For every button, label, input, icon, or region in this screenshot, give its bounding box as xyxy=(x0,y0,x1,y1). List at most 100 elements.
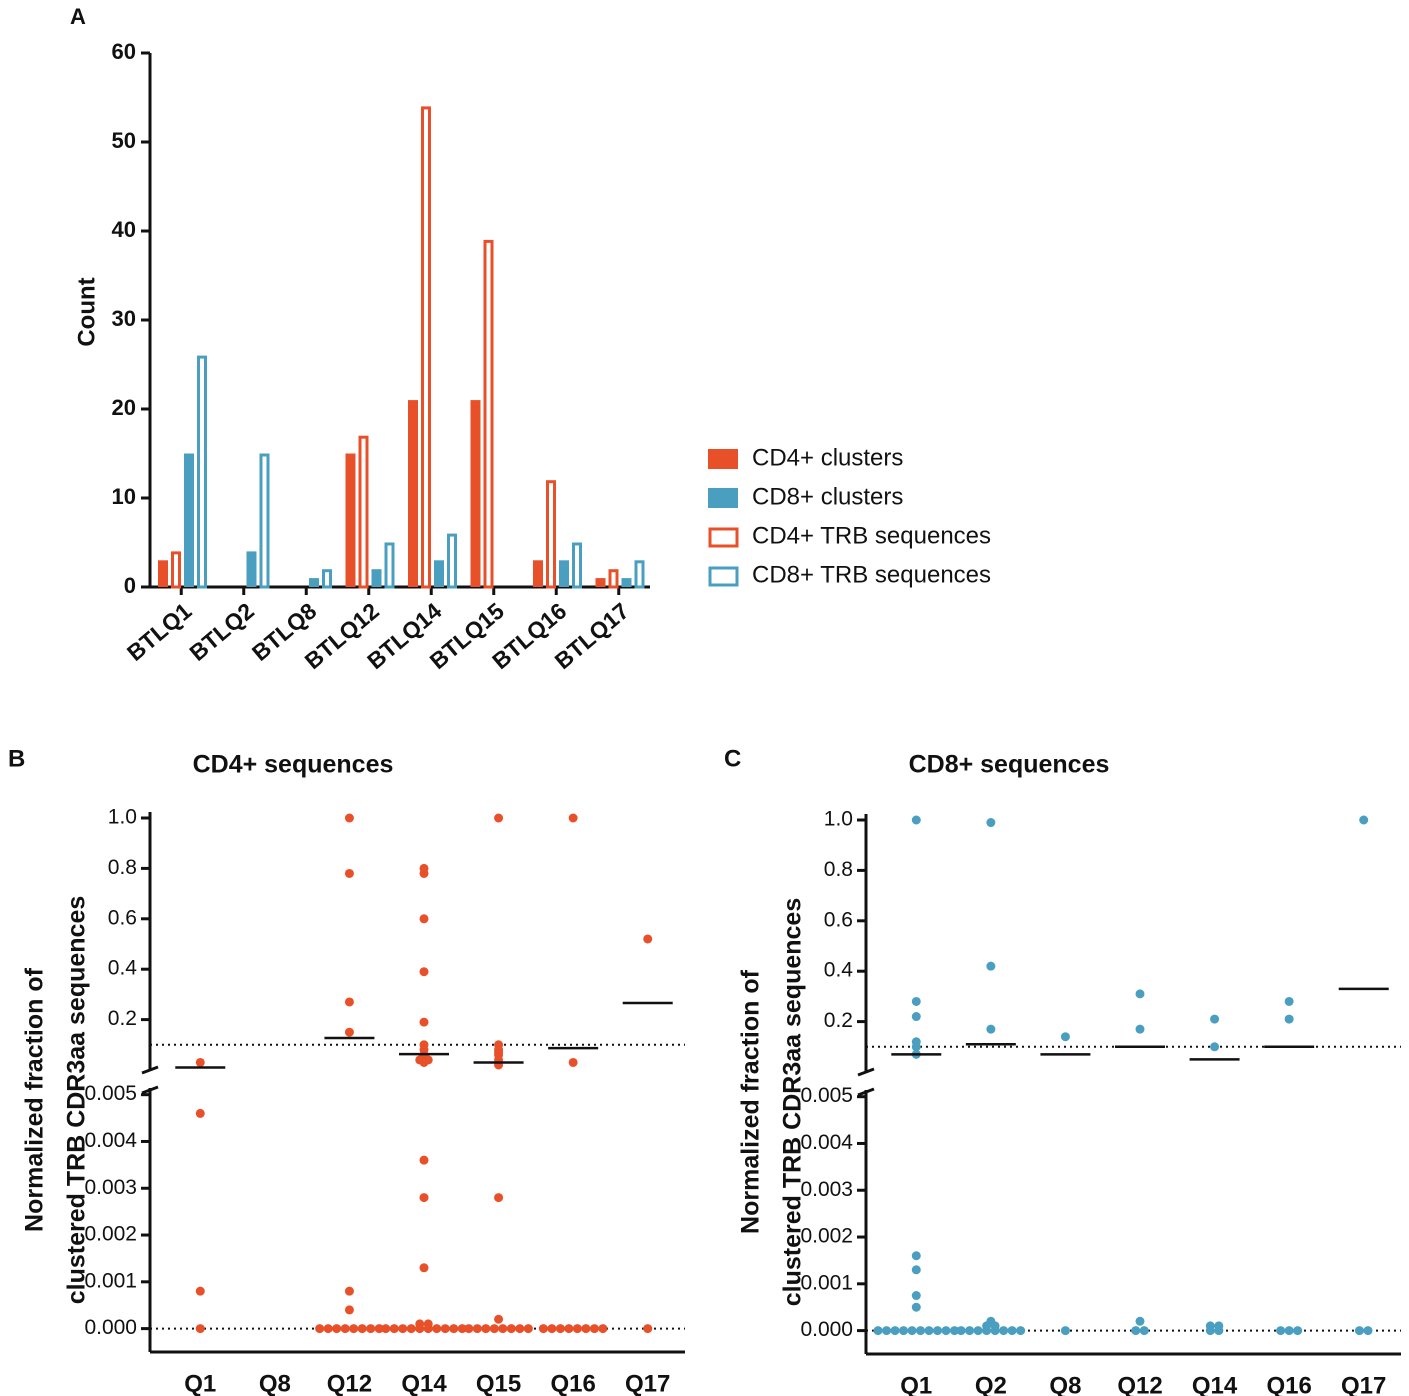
data-point xyxy=(195,1108,205,1118)
x-tick-label: Q14 xyxy=(401,1370,447,1396)
data-point xyxy=(423,1324,433,1334)
bar xyxy=(421,106,431,589)
data-point xyxy=(1293,1326,1303,1336)
y-tick-label: 30 xyxy=(112,306,136,331)
data-point xyxy=(323,1324,333,1334)
y-tick-label: 40 xyxy=(112,217,136,242)
data-point xyxy=(956,1326,966,1336)
legend-swatch xyxy=(708,566,739,587)
bar xyxy=(259,453,270,589)
data-point xyxy=(999,1326,1009,1336)
bar xyxy=(595,578,606,587)
data-point xyxy=(389,1324,399,1334)
data-point xyxy=(419,967,429,977)
y-tick-label: 0.002 xyxy=(800,1225,853,1248)
panel-label: B xyxy=(8,745,25,772)
bar xyxy=(322,569,332,589)
data-point xyxy=(1007,1326,1017,1336)
x-tick-label: Q12 xyxy=(1117,1372,1162,1396)
y-axis-label: Count xyxy=(73,277,100,346)
data-point xyxy=(457,1324,467,1334)
data-point xyxy=(1214,1321,1224,1331)
data-point xyxy=(572,1324,582,1334)
data-point xyxy=(982,1326,992,1336)
data-point xyxy=(911,1265,921,1275)
data-point xyxy=(1210,1042,1220,1052)
data-point xyxy=(986,1024,996,1034)
bar xyxy=(533,560,543,587)
data-point xyxy=(538,1324,548,1334)
legend-label: CD8+ clusters xyxy=(752,483,903,510)
data-point xyxy=(415,1324,425,1334)
data-point xyxy=(419,1193,429,1203)
bar xyxy=(483,239,494,589)
data-point xyxy=(419,868,429,878)
y-tick-label: 0.002 xyxy=(84,1223,137,1246)
bar xyxy=(345,453,356,587)
data-point xyxy=(568,813,578,823)
bar xyxy=(546,480,556,589)
y-tick-label: 0.2 xyxy=(824,1009,853,1032)
bar xyxy=(197,355,207,589)
axis-break xyxy=(857,1087,875,1097)
data-point xyxy=(419,914,429,924)
data-point xyxy=(941,1326,951,1336)
data-point xyxy=(990,1326,1000,1336)
y-tick-label: 50 xyxy=(112,128,136,153)
legend-swatch xyxy=(708,488,738,508)
y-tick-label: 0.004 xyxy=(84,1129,137,1152)
data-point xyxy=(899,1326,909,1336)
data-point xyxy=(494,1314,504,1324)
data-point xyxy=(973,1326,983,1336)
data-point xyxy=(344,1027,354,1037)
y-tick-label: 20 xyxy=(112,395,136,420)
data-point xyxy=(419,1263,429,1273)
data-point xyxy=(344,997,354,1007)
y-tick-label: 0.004 xyxy=(800,1131,853,1154)
data-point xyxy=(419,1017,429,1027)
y-tick-label: 0.003 xyxy=(800,1178,853,1201)
data-point xyxy=(911,1302,921,1312)
data-point xyxy=(344,1305,354,1315)
data-point xyxy=(349,1324,359,1334)
data-point xyxy=(498,1324,508,1334)
bar xyxy=(559,560,569,587)
data-point xyxy=(195,1057,205,1067)
bar xyxy=(434,560,444,587)
x-tick-label: Q8 xyxy=(259,1370,291,1396)
data-point xyxy=(449,1324,459,1334)
data-point xyxy=(1060,1326,1070,1336)
bar xyxy=(447,533,457,589)
legend-swatch xyxy=(708,527,739,548)
data-point xyxy=(464,1324,474,1334)
data-point xyxy=(643,1324,653,1334)
data-point xyxy=(986,961,996,971)
data-point xyxy=(489,1324,499,1334)
data-point xyxy=(472,1324,482,1334)
bar xyxy=(634,560,645,589)
data-point xyxy=(1060,1032,1070,1042)
data-point xyxy=(494,813,504,823)
legend-swatch xyxy=(708,449,738,469)
data-point xyxy=(547,1324,557,1334)
x-tick-label: BTLQ2 xyxy=(184,598,258,666)
data-point xyxy=(555,1324,565,1334)
bar xyxy=(608,569,619,589)
x-tick-label: Q15 xyxy=(476,1370,521,1396)
y-axis-label: Normalized fraction of xyxy=(737,969,765,1234)
data-point xyxy=(481,1324,491,1334)
y-axis-label: Normalized fraction of xyxy=(21,967,49,1232)
y-tick-label: 0.005 xyxy=(800,1084,853,1107)
data-point xyxy=(494,1193,504,1203)
data-point xyxy=(643,934,653,944)
x-tick-label: Q17 xyxy=(625,1370,670,1396)
legend-label: CD4+ TRB sequences xyxy=(752,522,991,549)
data-point xyxy=(1139,1326,1149,1336)
data-point xyxy=(911,1291,921,1301)
data-point xyxy=(1284,1014,1294,1024)
data-point xyxy=(1210,1014,1220,1024)
axis-break xyxy=(141,1065,159,1075)
x-tick-label: Q1 xyxy=(184,1370,216,1396)
data-point xyxy=(589,1324,599,1334)
